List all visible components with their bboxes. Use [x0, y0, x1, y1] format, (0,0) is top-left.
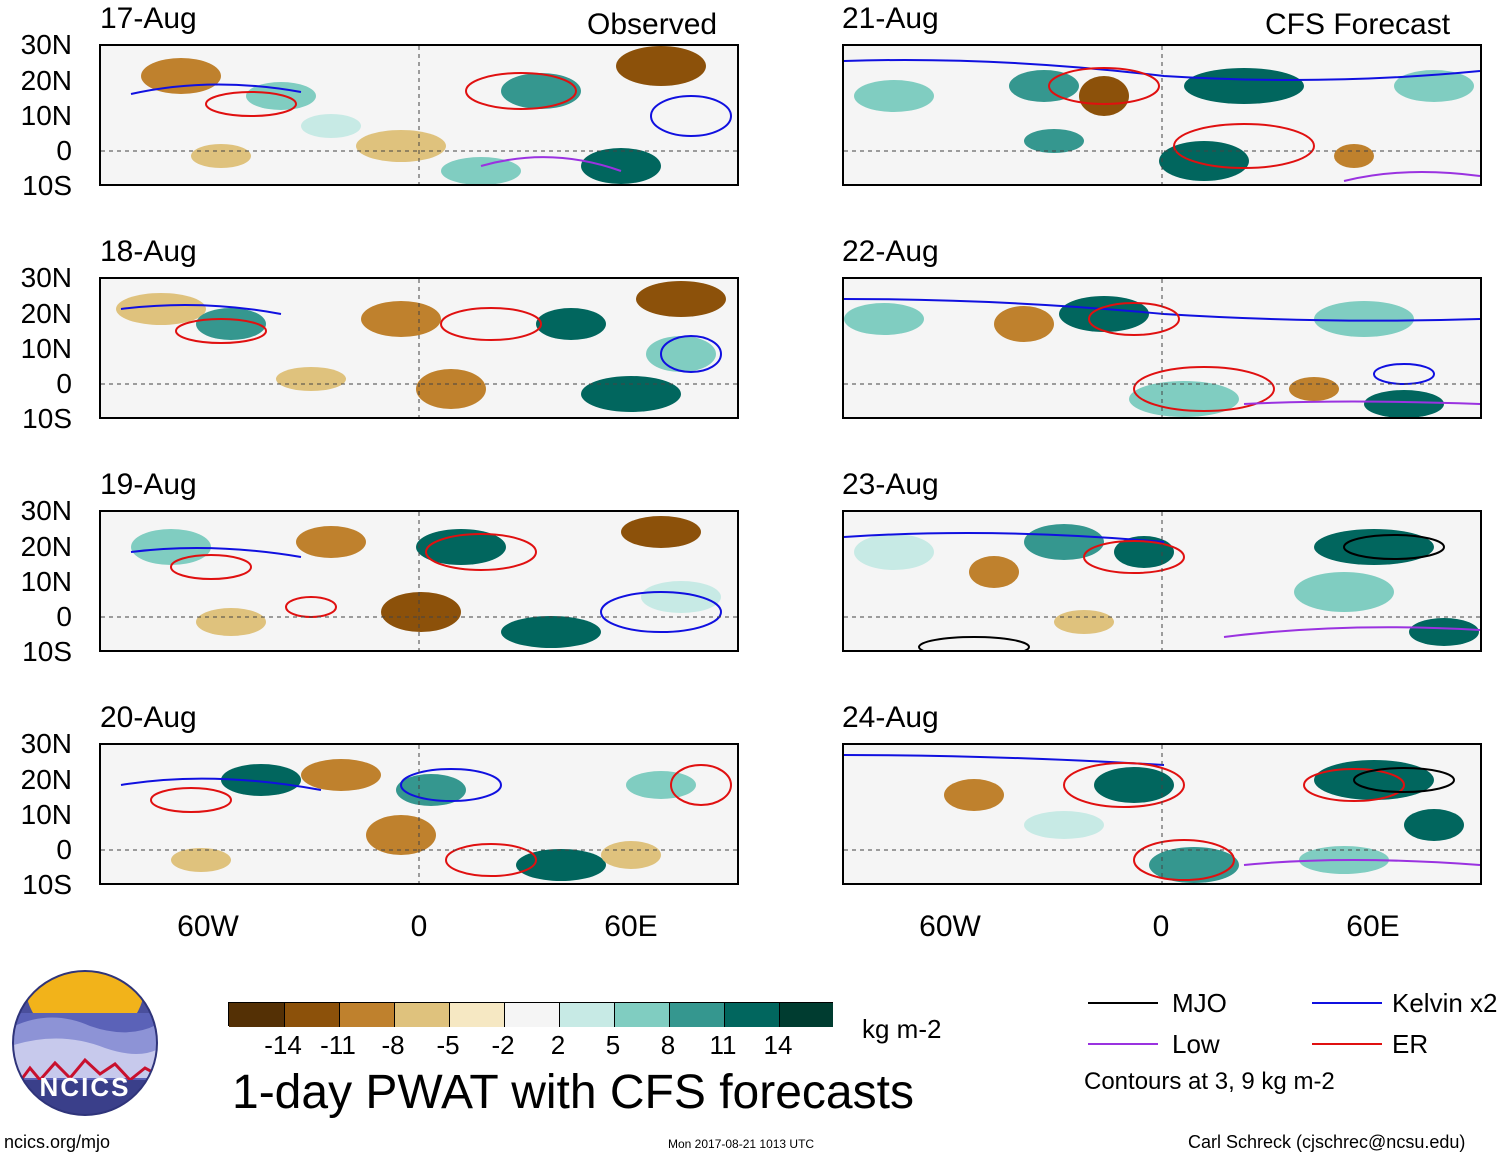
logo-text: NCICS [39, 1072, 131, 1102]
footer-timestamp: Mon 2017-08-21 1013 UTC [668, 1137, 815, 1151]
map-panel-forecast-2 [842, 277, 1482, 419]
colorbar-tick: -8 [381, 1030, 405, 1060]
lat-label: 10N [20, 100, 72, 131]
map-panel-forecast-1 [842, 44, 1482, 186]
colorbar-swatch [724, 1003, 779, 1027]
lat-label: 0 [56, 368, 72, 399]
legend-line-low [1088, 1043, 1158, 1045]
panel-tag-forecast: CFS Forecast [1265, 8, 1451, 41]
map-panel-forecast-3 [842, 510, 1482, 652]
panel-date-observed-1: 17-Aug [100, 2, 197, 35]
colorbar-swatch [449, 1003, 504, 1027]
lat-label: 10S [22, 869, 72, 900]
map-panel-observed-4 [99, 743, 739, 885]
colorbar-tick: -2 [491, 1030, 515, 1060]
colorbar-tick: -14 [264, 1030, 302, 1060]
lat-label: 30N [20, 495, 72, 526]
figure-title: 1-day PWAT with CFS forecasts [232, 1066, 914, 1119]
lat-label: 30N [20, 29, 72, 60]
lat-label: 0 [56, 135, 72, 166]
legend-label-mjo: MJO [1172, 988, 1227, 1018]
lat-label: 10S [22, 636, 72, 667]
panel-date-forecast-4: 24-Aug [842, 701, 939, 734]
lat-label: 10N [20, 333, 72, 364]
colorbar-units: kg m-2 [862, 1014, 942, 1044]
map-panel-observed-3 [99, 510, 739, 652]
lat-label: 10S [22, 170, 72, 201]
colorbar-swatch [394, 1003, 449, 1027]
legend-line-kelvin [1312, 1002, 1382, 1004]
colorbar-swatch [559, 1003, 614, 1027]
ncics-logo: NCICS [10, 968, 160, 1118]
lat-label: 20N [20, 764, 72, 795]
panel-tag-observed: Observed [587, 8, 718, 41]
colorbar-tick: 5 [605, 1030, 621, 1060]
panel-date-observed-4: 20-Aug [100, 701, 197, 734]
lon-label: 60W [177, 910, 239, 943]
map-panel-observed-1 [99, 44, 739, 186]
lat-label: 30N [20, 262, 72, 293]
lon-label: 60E [604, 910, 658, 943]
colorbar-tick: -11 [320, 1030, 356, 1060]
lon-label: 0 [410, 910, 428, 943]
lat-label: 20N [20, 65, 72, 96]
lat-label: 20N [20, 531, 72, 562]
colorbar-swatch [669, 1003, 724, 1027]
legend-label-kelvin: Kelvin x2 [1392, 988, 1498, 1018]
panel-date-forecast-3: 23-Aug [842, 468, 939, 501]
colorbar-tick: 11 [709, 1030, 737, 1060]
colorbar-swatch [614, 1003, 669, 1027]
panel-date-observed-3: 19-Aug [100, 468, 197, 501]
legend-label-er: ER [1392, 1029, 1429, 1059]
lon-label: 60E [1346, 910, 1400, 943]
colorbar-scale [228, 1002, 833, 1027]
colorbar-swatch [339, 1003, 394, 1027]
footer-url[interactable]: ncics.org/mjo [4, 1132, 111, 1152]
colorbar-tick: 14 [763, 1030, 793, 1060]
lat-label: 20N [20, 298, 72, 329]
panel-date-observed-2: 18-Aug [100, 235, 197, 268]
footer-credit: Carl Schreck (cjschrec@ncsu.edu) [1188, 1132, 1466, 1152]
lon-label: 60W [919, 910, 981, 943]
legend-line-mjo [1088, 1002, 1158, 1004]
colorbar-tick: -5 [436, 1030, 460, 1060]
lat-label: 10S [22, 403, 72, 434]
lat-label: 10N [20, 566, 72, 597]
lat-label: 0 [56, 834, 72, 865]
legend-note: Contours at 3, 9 kg m-2 [1084, 1068, 1335, 1095]
lat-label: 10N [20, 799, 72, 830]
lat-label: 0 [56, 601, 72, 632]
panel-date-forecast-1: 21-Aug [842, 2, 939, 35]
lon-label: 0 [1152, 910, 1170, 943]
lat-label: 30N [20, 728, 72, 759]
map-panel-forecast-4 [842, 743, 1482, 885]
colorbar-swatch [284, 1003, 339, 1027]
legend-line-er [1312, 1043, 1382, 1045]
colorbar-swatch [229, 1003, 284, 1027]
map-panel-observed-2 [99, 277, 739, 419]
colorbar-swatch [779, 1003, 833, 1027]
legend-label-low: Low [1172, 1029, 1220, 1059]
colorbar-tick: 2 [550, 1030, 566, 1060]
colorbar-tick: 8 [660, 1030, 676, 1060]
panel-date-forecast-2: 22-Aug [842, 235, 939, 268]
colorbar-swatch [504, 1003, 559, 1027]
